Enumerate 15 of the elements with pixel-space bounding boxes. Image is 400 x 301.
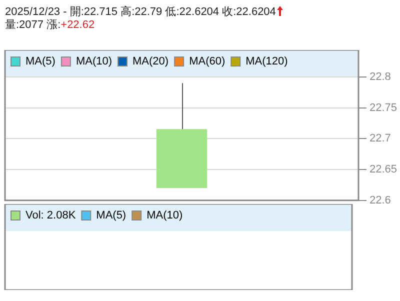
legend-label: MA(5)	[26, 56, 56, 68]
legend-label: MA(5)	[96, 210, 126, 222]
chart-title: 2025/12/23 - 開:22.715 高:22.79 低:22.6204 收:22.6204	[5, 6, 276, 18]
y-tick-label: 22.8	[369, 71, 391, 84]
legend-label: Vol: 2.08K	[26, 210, 76, 222]
chart-subtitle: 量:2077 漲:+22.62	[5, 19, 95, 31]
y-tick-label: 22.7	[369, 132, 391, 145]
legend-label: MA(10)	[146, 210, 183, 222]
y-tick-label: 22.75	[369, 102, 398, 114]
y-tick-label: 22.6	[369, 194, 391, 206]
legend-label: MA(10)	[76, 56, 112, 68]
y-tick-label: 22.65	[369, 164, 398, 176]
legend-label: MA(20)	[132, 56, 169, 68]
legend-label: MA(120)	[246, 56, 288, 68]
legend-label: MA(60)	[189, 56, 226, 68]
